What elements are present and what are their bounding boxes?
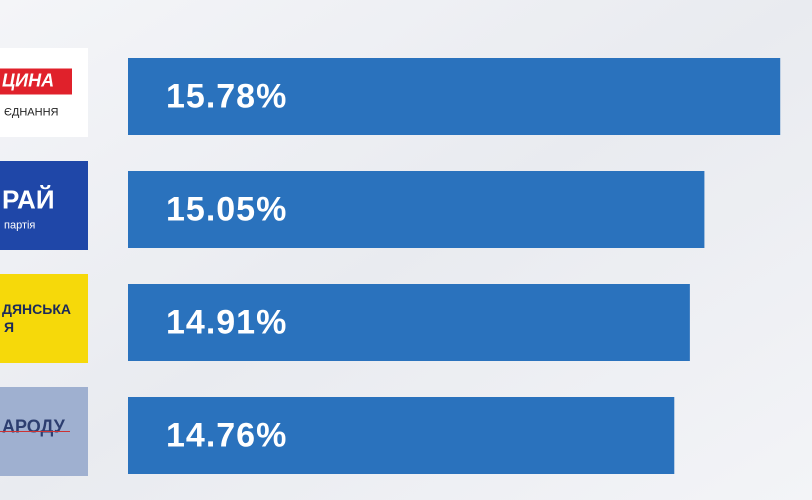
value-label: 15.05% <box>166 190 287 228</box>
category-label: РАЙ <box>2 184 55 214</box>
category-label: АРОДУ <box>2 416 66 436</box>
category-label: ЦИНА <box>2 70 54 90</box>
value-label: 15.78% <box>166 77 287 115</box>
category-sublabel: партія <box>4 219 35 231</box>
bar <box>128 397 675 474</box>
bar <box>128 171 705 248</box>
category-label: ДЯНСЬКА <box>2 301 71 317</box>
value-label: 14.76% <box>166 416 287 454</box>
bar <box>128 58 781 135</box>
value-label: 14.91% <box>166 303 287 341</box>
party-logo <box>0 161 88 250</box>
category-sublabel: ЄДНАННЯ <box>4 106 59 118</box>
bar <box>128 284 690 361</box>
party-logo <box>0 274 88 363</box>
logo-band <box>0 68 72 95</box>
category-sublabel: Я <box>4 319 14 335</box>
